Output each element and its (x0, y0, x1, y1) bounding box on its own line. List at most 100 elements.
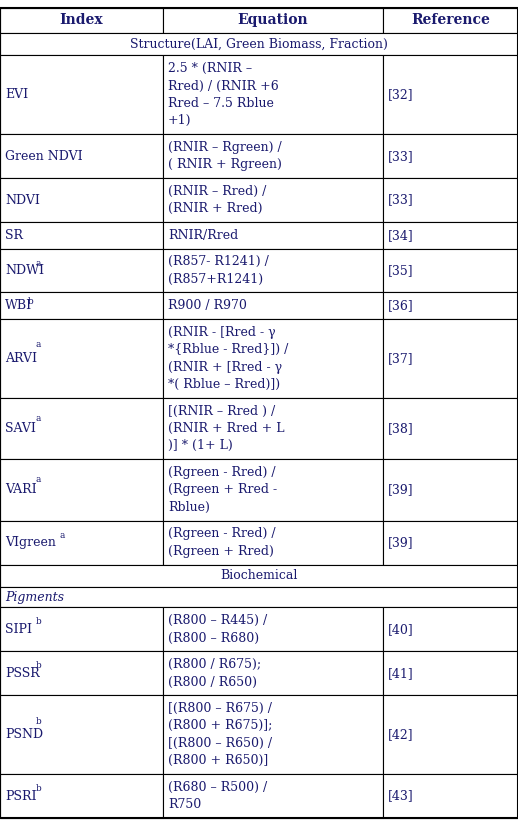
Bar (163, 398, 383, 459)
Text: b: b (36, 784, 42, 793)
Bar (163, 8, 383, 33)
Text: (RNIR – Rred) /: (RNIR – Rred) / (168, 185, 266, 198)
Text: [36]: [36] (388, 299, 414, 312)
Bar (0, 607, 163, 651)
Text: (RNIR + [Rred - γ: (RNIR + [Rred - γ (168, 361, 282, 373)
Text: (R800 / R650): (R800 / R650) (168, 676, 257, 688)
Bar (0, 222, 163, 249)
Text: )] * (1+ L): )] * (1+ L) (168, 439, 233, 453)
Text: a: a (59, 530, 65, 539)
Text: [38]: [38] (388, 422, 414, 435)
Text: PSND: PSND (5, 729, 43, 741)
Text: [37]: [37] (388, 352, 414, 365)
Bar (383, 459, 518, 520)
Text: (R857+R1241): (R857+R1241) (168, 273, 263, 286)
Bar (0, 520, 163, 564)
Bar (163, 178, 383, 222)
Bar (163, 134, 383, 178)
Text: VARI: VARI (5, 483, 37, 496)
Text: [39]: [39] (388, 536, 414, 549)
Text: Rred) / (RNIR +6: Rred) / (RNIR +6 (168, 79, 279, 93)
Bar (383, 222, 518, 249)
Bar (163, 292, 383, 319)
Bar (0, 651, 163, 695)
Text: b: b (28, 297, 34, 306)
Text: +1): +1) (168, 115, 192, 127)
Text: [43]: [43] (388, 790, 414, 803)
Bar (383, 520, 518, 564)
Bar (0, 134, 163, 178)
Text: Pigments: Pigments (5, 591, 64, 604)
Text: [(R800 – R650) /: [(R800 – R650) / (168, 737, 272, 750)
Text: R900 / R970: R900 / R970 (168, 299, 247, 312)
Text: SAVI: SAVI (5, 422, 36, 435)
Text: [40]: [40] (388, 623, 414, 636)
Bar (0, 398, 163, 459)
Bar (0, 8, 163, 33)
Text: *{Rblue - Rred}]) /: *{Rblue - Rred}]) / (168, 343, 289, 356)
Text: Reference: Reference (411, 13, 490, 27)
Text: a: a (36, 259, 41, 268)
Text: (Rgreen + Rred): (Rgreen + Rred) (168, 545, 274, 558)
Text: EVI: EVI (5, 88, 28, 102)
Text: (R800 + R650)]: (R800 + R650)] (168, 754, 268, 767)
Text: Structure(LAI, Green Biomass, Fraction): Structure(LAI, Green Biomass, Fraction) (130, 37, 388, 50)
Bar (163, 459, 383, 520)
Bar (0, 774, 163, 818)
Text: NDVI: NDVI (5, 193, 40, 206)
Text: WBI: WBI (5, 299, 32, 312)
Text: [39]: [39] (388, 483, 414, 496)
Text: [35]: [35] (388, 264, 414, 277)
Bar (163, 651, 383, 695)
Bar (163, 222, 383, 249)
Text: [41]: [41] (388, 667, 414, 680)
Text: (R680 – R500) /: (R680 – R500) / (168, 781, 267, 794)
Bar (163, 774, 383, 818)
Bar (383, 774, 518, 818)
Text: SIPI: SIPI (5, 623, 32, 636)
Text: Biochemical: Biochemical (220, 569, 298, 582)
Bar (0, 587, 518, 607)
Text: a: a (36, 475, 41, 484)
Text: (RNIR – Rgreen) /: (RNIR – Rgreen) / (168, 141, 282, 154)
Bar (163, 55, 383, 134)
Text: [32]: [32] (388, 88, 414, 102)
Bar (0, 249, 163, 292)
Bar (383, 292, 518, 319)
Bar (383, 55, 518, 134)
Bar (383, 134, 518, 178)
Text: [(R800 – R675) /: [(R800 – R675) / (168, 702, 272, 715)
Text: Equation: Equation (238, 13, 308, 27)
Text: RNIR/Rred: RNIR/Rred (168, 229, 238, 242)
Text: NDWI: NDWI (5, 264, 44, 277)
Bar (163, 520, 383, 564)
Text: (RNIR + Rred + L: (RNIR + Rred + L (168, 422, 284, 435)
Text: PSSR: PSSR (5, 667, 40, 680)
Text: (R800 – R680): (R800 – R680) (168, 632, 259, 644)
Text: (R800 / R675);: (R800 / R675); (168, 658, 261, 671)
Bar (0, 695, 163, 774)
Text: ARVI: ARVI (5, 352, 37, 365)
Bar (0, 55, 163, 134)
Bar (163, 249, 383, 292)
Text: b: b (36, 617, 42, 626)
Bar (383, 8, 518, 33)
Bar (383, 607, 518, 651)
Bar (163, 319, 383, 398)
Text: (Rgreen + Rred -: (Rgreen + Rred - (168, 483, 277, 496)
Bar (0, 564, 518, 587)
Text: a: a (36, 340, 41, 349)
Bar (383, 695, 518, 774)
Bar (0, 292, 163, 319)
Bar (0, 459, 163, 520)
Bar (163, 607, 383, 651)
Bar (0, 319, 163, 398)
Bar (383, 178, 518, 222)
Text: (RNIR - [Rred - γ: (RNIR - [Rred - γ (168, 325, 276, 339)
Text: (R857- R1241) /: (R857- R1241) / (168, 255, 269, 268)
Text: *( Rblue – Rred)]): *( Rblue – Rred)]) (168, 378, 280, 391)
Bar (383, 249, 518, 292)
Text: SR: SR (5, 229, 23, 242)
Text: (RNIR + Rred): (RNIR + Rred) (168, 202, 263, 216)
Text: Rred – 7.5 Rblue: Rred – 7.5 Rblue (168, 97, 274, 110)
